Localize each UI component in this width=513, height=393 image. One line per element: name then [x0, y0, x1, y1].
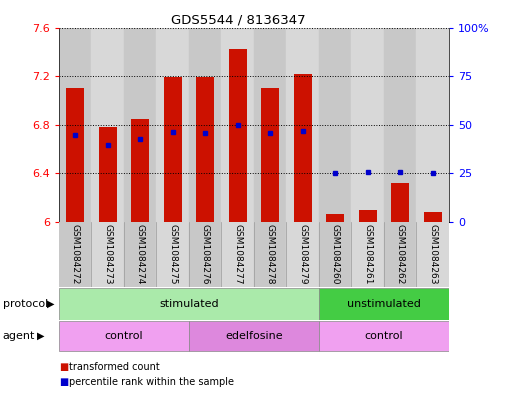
Bar [222, 28, 254, 222]
Bar [319, 222, 351, 287]
Bar [91, 222, 124, 287]
Text: unstimulated: unstimulated [347, 299, 421, 309]
Bar [319, 321, 449, 351]
Text: GSM1084262: GSM1084262 [396, 224, 405, 285]
Text: GSM1084272: GSM1084272 [71, 224, 80, 285]
Bar [391, 183, 409, 222]
Text: ▶: ▶ [37, 331, 45, 341]
Text: ■: ■ [59, 377, 68, 387]
Text: GSM1084279: GSM1084279 [298, 224, 307, 285]
Bar [286, 28, 319, 222]
Text: GSM1084278: GSM1084278 [266, 224, 274, 285]
Bar [319, 288, 449, 320]
Bar [294, 74, 311, 222]
Text: protocol: protocol [3, 299, 48, 309]
Text: GSM1084275: GSM1084275 [168, 224, 177, 285]
Bar [286, 222, 319, 287]
Bar [254, 28, 286, 222]
Bar [229, 50, 247, 222]
Bar [319, 28, 351, 222]
Bar [417, 222, 449, 287]
Text: ▶: ▶ [47, 299, 55, 309]
Bar [351, 222, 384, 287]
Text: GSM1084276: GSM1084276 [201, 224, 210, 285]
Text: GSM1084260: GSM1084260 [331, 224, 340, 285]
Text: edelfosine: edelfosine [225, 331, 283, 341]
Bar [66, 88, 84, 222]
Bar [384, 28, 417, 222]
Bar [59, 321, 189, 351]
Bar [124, 222, 156, 287]
Bar [261, 88, 279, 222]
Bar [189, 222, 222, 287]
Text: agent: agent [3, 331, 35, 341]
Bar [196, 77, 214, 222]
Bar [164, 77, 182, 222]
Bar [417, 28, 449, 222]
Bar [59, 288, 319, 320]
Bar [91, 28, 124, 222]
Bar [351, 28, 384, 222]
Bar [99, 127, 116, 222]
Bar [359, 210, 377, 222]
Text: GSM1084263: GSM1084263 [428, 224, 437, 285]
Bar [124, 28, 156, 222]
Text: ■: ■ [59, 362, 68, 373]
Text: control: control [105, 331, 143, 341]
Bar [156, 28, 189, 222]
Text: GSM1084261: GSM1084261 [363, 224, 372, 285]
Text: control: control [365, 331, 403, 341]
Bar [189, 28, 222, 222]
Bar [189, 321, 319, 351]
Text: GSM1084277: GSM1084277 [233, 224, 242, 285]
Text: GSM1084274: GSM1084274 [136, 224, 145, 285]
Bar [222, 222, 254, 287]
Bar [326, 213, 344, 222]
Bar [59, 222, 91, 287]
Text: GSM1084273: GSM1084273 [103, 224, 112, 285]
Bar [424, 212, 442, 222]
Bar [384, 222, 417, 287]
Text: stimulated: stimulated [159, 299, 219, 309]
Bar [131, 119, 149, 222]
Text: transformed count: transformed count [69, 362, 160, 373]
Bar [156, 222, 189, 287]
Text: percentile rank within the sample: percentile rank within the sample [69, 377, 234, 387]
Bar [254, 222, 286, 287]
Bar [59, 28, 91, 222]
Text: GDS5544 / 8136347: GDS5544 / 8136347 [171, 14, 306, 27]
